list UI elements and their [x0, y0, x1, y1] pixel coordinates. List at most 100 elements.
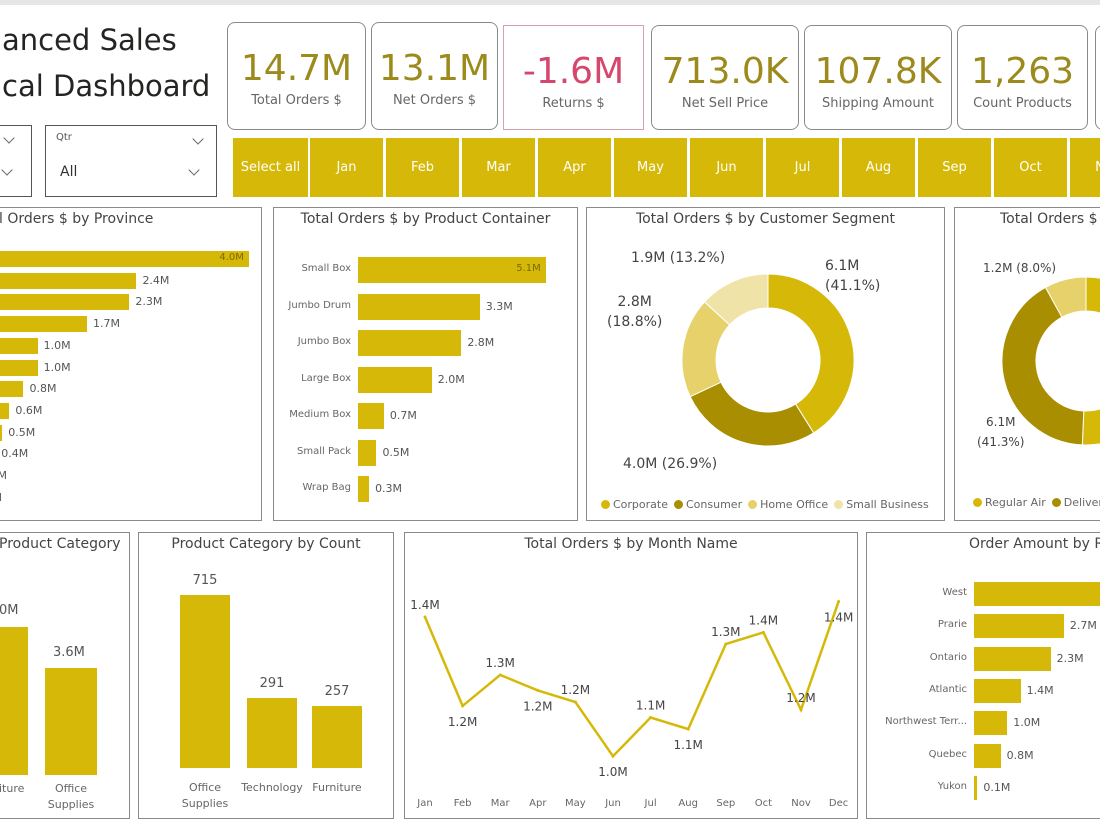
donut-slice-small — [1044, 276, 1087, 318]
bar-label: 0.4M — [1, 447, 29, 461]
category-label: Medium Box — [289, 409, 351, 420]
category-label: Furniture — [312, 781, 362, 794]
donut-slice-delivery-truck — [1001, 286, 1085, 446]
bar[interactable] — [974, 711, 1008, 736]
bar[interactable] — [0, 424, 3, 441]
qtr-dropdown-value[interactable]: All — [60, 164, 78, 180]
bar[interactable] — [974, 614, 1064, 639]
kpi-label: Total Orders $ — [251, 93, 342, 108]
month-axis-label: Feb — [454, 798, 472, 809]
bar[interactable] — [358, 293, 480, 320]
month-button-n[interactable]: N — [1070, 138, 1100, 197]
slicer-caption: Qtr — [56, 132, 72, 143]
prodcat-chart-panel: Product Category 0M iture 3.6M Office Su… — [0, 532, 130, 819]
bar-label: 2.0M — [437, 372, 465, 386]
point-label: 1.4M — [824, 610, 853, 624]
bar-label: 2.3M — [135, 295, 163, 309]
bar[interactable] — [0, 337, 38, 354]
region-chart-panel: Order Amount by R West Prarie 2.7M Ontario 2… — [866, 532, 1100, 819]
line-point — [649, 716, 653, 720]
legend-item[interactable]: Regular Air — [973, 496, 1046, 509]
category-label: Small Box — [301, 263, 351, 274]
point-label: 1.2M — [561, 683, 590, 697]
bar-label: 0.1M — [0, 469, 7, 482]
bar[interactable] — [358, 366, 432, 393]
line-point — [536, 688, 540, 692]
month-axis-label: Aug — [678, 798, 698, 809]
chart-title: Total Orders $ by Customer Segment — [635, 211, 896, 227]
bar[interactable] — [0, 402, 10, 419]
category-label: Office Supplies — [47, 782, 95, 811]
legend-item[interactable]: Corporate — [601, 498, 668, 511]
month-chart-panel: Total Orders $ by Month Name 1.4M Jan 1.2M… — [404, 532, 858, 819]
title-line-1: anced Sales — [2, 23, 177, 57]
bar[interactable] — [974, 582, 1100, 606]
slicer-partial[interactable] — [0, 125, 32, 197]
qtr-slicer[interactable]: Qtr All — [45, 125, 217, 197]
month-button-oct[interactable]: Oct — [994, 138, 1067, 197]
bar-label: 4.0M — [219, 252, 244, 263]
category-label: Small Pack — [297, 445, 351, 457]
bar-label: 0.8M — [29, 382, 57, 396]
bar[interactable] — [0, 359, 38, 376]
line-series — [423, 601, 840, 759]
month-button-feb[interactable]: Feb — [386, 138, 459, 197]
month-button-jul[interactable]: Jul — [766, 138, 839, 197]
bar[interactable] — [312, 705, 362, 768]
chart-title: Total Orders $ — [1000, 211, 1098, 227]
bar-office-supplies[interactable] — [45, 668, 97, 775]
bar[interactable] — [358, 257, 547, 283]
bar-furniture[interactable] — [0, 627, 28, 775]
line-point — [498, 673, 502, 677]
month-button-mar[interactable]: Mar — [462, 138, 535, 197]
bar[interactable] — [358, 476, 370, 502]
category-label: Technology — [241, 781, 303, 794]
legend-item[interactable]: Small Business — [834, 498, 929, 511]
bar-label: 1.4M — [1026, 683, 1054, 697]
bar[interactable] — [974, 646, 1051, 671]
bar-label: 0.5M — [8, 425, 36, 439]
bar[interactable] — [0, 272, 137, 289]
bar[interactable] — [0, 316, 88, 333]
kpi-label: Shipping Amount — [822, 96, 934, 111]
bar[interactable] — [0, 294, 130, 311]
kpi-label: Count Products — [973, 96, 1072, 111]
bar[interactable] — [180, 595, 230, 768]
point-label: 1.1M — [673, 738, 702, 752]
month-axis-label: Apr — [529, 798, 547, 809]
bar[interactable] — [247, 697, 297, 768]
bar[interactable] — [358, 439, 377, 466]
chevron-down-icon[interactable] — [1, 164, 13, 176]
point-label: 1.3M — [485, 656, 514, 670]
month-button-sep[interactable]: Sep — [918, 138, 991, 197]
month-button-jan[interactable]: Jan — [310, 138, 383, 197]
dashboard-title: anced Sales cal Dashboard — [0, 17, 210, 109]
bar[interactable] — [0, 251, 250, 267]
month-button-jun[interactable]: Jun — [690, 138, 763, 197]
chevron-down-icon[interactable] — [188, 164, 200, 176]
month-button-aug[interactable]: Aug — [842, 138, 915, 197]
bar[interactable] — [974, 678, 1021, 703]
point-label: 1.2M — [448, 715, 477, 729]
point-label: 1.1M — [636, 699, 665, 713]
bar[interactable] — [974, 775, 978, 800]
legend-item[interactable]: Home Office — [748, 498, 828, 511]
bar[interactable] — [974, 743, 1001, 768]
bar-label: 1.7M — [93, 317, 120, 331]
bar[interactable] — [0, 381, 24, 398]
month-axis-label: May — [565, 798, 586, 809]
bar[interactable] — [358, 403, 384, 429]
container-chart-panel: Total Orders $ by Product Container Smal… — [273, 207, 578, 521]
category-label: Atlantic — [928, 683, 967, 695]
legend-item[interactable]: Consumer — [674, 498, 742, 511]
bar-label: 5.1M — [516, 263, 541, 274]
month-button-select-all[interactable]: Select all — [233, 138, 308, 197]
bar[interactable] — [358, 330, 462, 356]
bar-label: 2.7M — [1069, 619, 1097, 633]
month-button-may[interactable]: May — [614, 138, 687, 197]
category-label: Quebec — [928, 748, 967, 760]
month-button-apr[interactable]: Apr — [538, 138, 611, 197]
point-label: 1.2M — [786, 691, 815, 705]
category-label: Ontario — [929, 651, 967, 663]
legend-item[interactable]: Delivery Truck — [1051, 496, 1100, 509]
